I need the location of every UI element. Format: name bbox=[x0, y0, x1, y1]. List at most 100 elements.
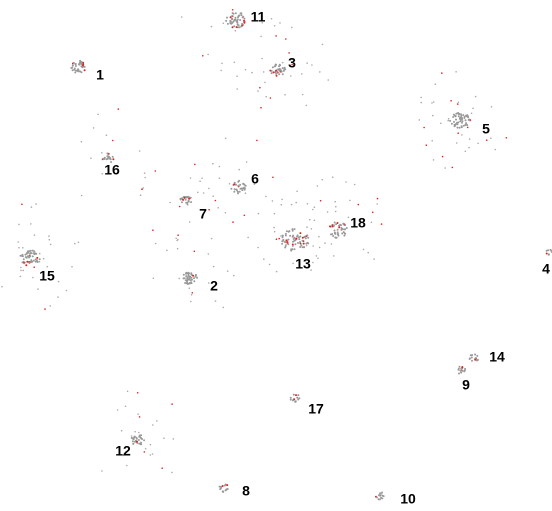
point bbox=[464, 119, 467, 122]
point bbox=[185, 282, 188, 285]
point bbox=[304, 237, 307, 240]
point bbox=[247, 236, 249, 239]
point bbox=[290, 75, 292, 77]
point bbox=[469, 119, 472, 121]
point bbox=[30, 259, 33, 262]
point bbox=[301, 239, 304, 242]
point bbox=[253, 183, 256, 185]
point bbox=[338, 224, 341, 227]
point bbox=[156, 420, 158, 422]
point bbox=[239, 12, 242, 15]
cluster-label: 16 bbox=[104, 162, 120, 178]
point bbox=[313, 219, 316, 222]
point bbox=[373, 258, 375, 260]
point bbox=[187, 196, 190, 199]
point bbox=[126, 390, 129, 393]
point bbox=[477, 358, 479, 361]
point bbox=[290, 248, 293, 251]
point bbox=[319, 199, 322, 202]
point bbox=[92, 127, 95, 129]
point bbox=[79, 70, 82, 73]
point bbox=[152, 277, 155, 280]
point bbox=[326, 211, 329, 213]
point bbox=[231, 18, 234, 21]
point bbox=[140, 443, 143, 446]
point bbox=[196, 276, 199, 279]
point bbox=[57, 296, 59, 298]
point bbox=[228, 183, 231, 185]
point bbox=[450, 100, 452, 102]
point bbox=[188, 287, 191, 290]
point bbox=[306, 226, 308, 228]
point bbox=[212, 162, 214, 165]
point bbox=[122, 454, 125, 457]
point bbox=[312, 261, 314, 264]
point bbox=[273, 25, 276, 27]
point bbox=[30, 206, 33, 208]
point bbox=[441, 72, 443, 74]
point bbox=[460, 367, 463, 370]
point bbox=[46, 265, 48, 268]
point bbox=[33, 234, 36, 236]
point bbox=[457, 367, 460, 370]
point bbox=[218, 165, 221, 168]
cluster-label: 12 bbox=[115, 443, 131, 459]
point bbox=[465, 122, 468, 125]
point bbox=[257, 246, 259, 249]
point bbox=[299, 242, 302, 245]
point bbox=[241, 189, 244, 192]
point bbox=[312, 245, 315, 247]
point bbox=[431, 102, 433, 104]
point bbox=[464, 367, 467, 370]
point bbox=[289, 398, 292, 401]
point bbox=[265, 95, 268, 98]
point bbox=[341, 232, 344, 235]
cluster-label: 3 bbox=[288, 55, 296, 71]
point bbox=[334, 236, 337, 239]
point bbox=[74, 65, 77, 67]
cluster-label: 17 bbox=[308, 401, 324, 417]
point bbox=[375, 496, 378, 499]
point bbox=[291, 228, 294, 231]
point bbox=[25, 256, 28, 259]
point bbox=[176, 247, 179, 250]
point bbox=[280, 235, 282, 237]
points bbox=[1, 9, 552, 501]
point bbox=[262, 71, 265, 73]
point bbox=[251, 71, 253, 74]
point bbox=[74, 71, 77, 74]
point bbox=[229, 20, 232, 23]
point bbox=[210, 25, 213, 28]
point bbox=[31, 255, 34, 258]
point bbox=[189, 177, 192, 179]
point bbox=[195, 273, 197, 276]
point bbox=[154, 170, 157, 172]
point bbox=[455, 112, 458, 115]
point bbox=[457, 115, 460, 118]
point bbox=[464, 150, 467, 153]
point bbox=[126, 464, 128, 467]
point bbox=[137, 413, 139, 415]
point bbox=[453, 123, 456, 126]
point bbox=[423, 126, 425, 129]
point bbox=[455, 142, 458, 144]
point bbox=[464, 124, 467, 126]
point bbox=[163, 437, 165, 440]
point bbox=[143, 172, 146, 174]
point bbox=[282, 69, 285, 72]
point bbox=[307, 236, 310, 239]
point bbox=[471, 354, 474, 357]
point bbox=[291, 399, 294, 402]
point bbox=[221, 62, 223, 65]
point bbox=[187, 274, 190, 276]
point bbox=[289, 234, 292, 237]
point bbox=[139, 436, 142, 439]
point bbox=[201, 177, 203, 179]
point bbox=[48, 235, 50, 237]
point bbox=[36, 261, 39, 263]
point bbox=[199, 180, 201, 182]
point bbox=[472, 107, 474, 110]
point bbox=[299, 235, 302, 238]
point bbox=[149, 443, 152, 446]
